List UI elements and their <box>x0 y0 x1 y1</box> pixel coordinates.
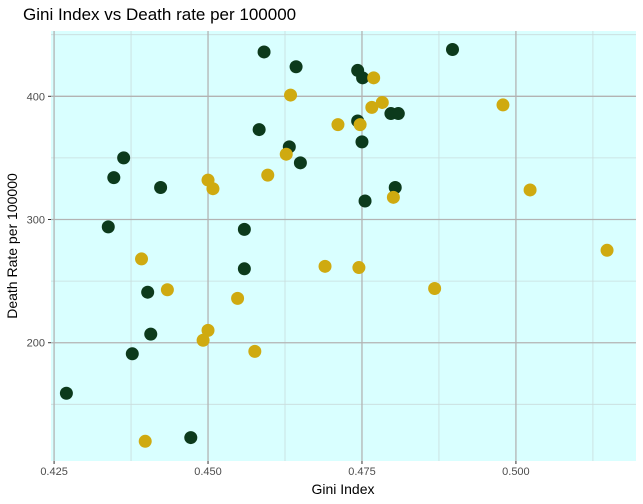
data-point <box>201 323 215 337</box>
data-point <box>279 147 293 161</box>
y-tick-label: 400 <box>27 91 45 103</box>
data-point <box>367 71 381 85</box>
chart-title: Gini Index vs Death rate per 100000 <box>23 5 296 24</box>
data-point <box>196 333 210 347</box>
data-point <box>154 180 168 194</box>
data-point <box>356 71 370 85</box>
minor-gridlines <box>51 31 636 461</box>
major-gridlines <box>51 31 636 461</box>
data-point <box>125 347 139 361</box>
x-axis-title: Gini Index <box>311 481 374 497</box>
data-point <box>252 123 266 137</box>
data-point <box>141 285 155 299</box>
x-tick-label: 0.475 <box>348 466 376 478</box>
data-point <box>445 42 459 56</box>
data-point <box>352 261 366 275</box>
data-point <box>388 180 402 194</box>
data-point <box>160 283 174 297</box>
y-axis-ticks: 200 300 400 <box>27 91 51 350</box>
data-point <box>289 60 303 74</box>
plot-panel <box>51 31 636 461</box>
data-point <box>428 282 442 296</box>
data-point <box>365 100 379 114</box>
data-point <box>237 262 251 276</box>
data-points <box>59 42 614 448</box>
data-point <box>248 344 262 358</box>
data-point <box>358 194 372 208</box>
data-point <box>117 151 131 165</box>
data-point <box>355 135 369 149</box>
x-tick-label: 0.450 <box>194 466 222 478</box>
data-point <box>101 220 115 234</box>
data-point <box>261 168 275 182</box>
data-point <box>496 98 510 112</box>
data-point <box>257 45 271 59</box>
data-point <box>353 118 367 132</box>
data-point <box>107 171 121 185</box>
data-point <box>144 327 158 341</box>
x-axis-ticks: 0.425 0.450 0.475 0.500 <box>40 461 530 478</box>
data-point <box>386 190 400 204</box>
y-axis-title: Death Rate per 100000 <box>4 173 20 319</box>
data-point <box>318 259 332 273</box>
data-point <box>331 118 345 132</box>
y-tick-label: 200 <box>27 338 45 350</box>
data-point <box>184 431 198 445</box>
data-point <box>523 183 537 197</box>
data-point <box>237 222 251 236</box>
data-point <box>284 88 298 102</box>
data-point <box>391 107 405 121</box>
x-tick-label: 0.500 <box>502 466 530 478</box>
data-point <box>231 291 245 305</box>
data-point <box>206 182 220 196</box>
data-point <box>293 156 307 170</box>
data-point <box>135 252 149 266</box>
data-point <box>138 434 152 448</box>
y-tick-label: 300 <box>27 215 45 227</box>
data-point <box>375 95 389 109</box>
x-tick-label: 0.425 <box>40 466 68 478</box>
data-point <box>600 243 614 257</box>
data-point <box>59 386 73 400</box>
